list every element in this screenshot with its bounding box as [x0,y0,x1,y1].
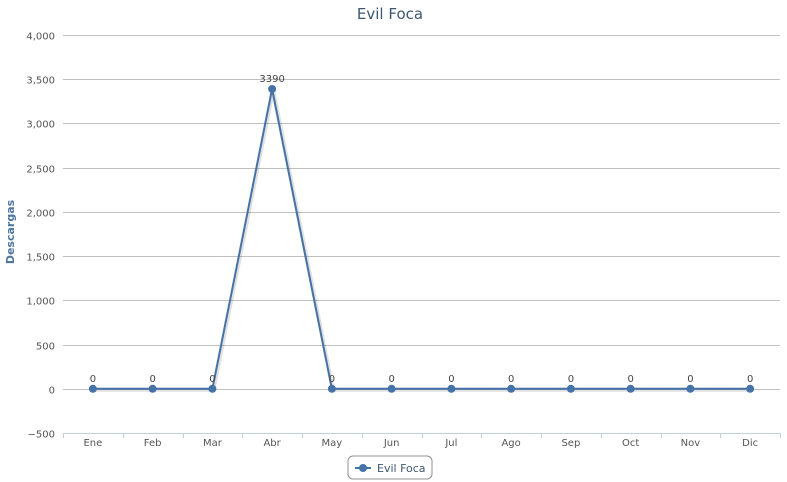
series-line[interactable] [92,88,751,390]
data-point[interactable] [88,384,97,393]
data-label: 0 [209,374,215,385]
x-tick-label: Dic [742,438,758,449]
data-labels: 0 0 0 3390 0 0 0 0 0 0 0 0 [90,74,754,385]
x-tick-label: Ene [83,438,102,449]
data-point[interactable] [686,384,695,393]
x-tick-label: Jul [444,438,457,449]
y-tick-label: 2,000 [26,209,55,220]
x-tick-label: Jun [383,438,400,449]
y-axis-label: Descargas [4,199,17,264]
y-tick-label: 4,000 [26,32,55,43]
y-tick-label: 2,500 [26,165,55,176]
x-tick-label: Sep [561,438,580,449]
data-point[interactable] [208,384,217,393]
data-label: 0 [448,374,454,385]
data-label: 0 [687,374,693,385]
legend[interactable]: Evil Foca [347,455,433,480]
x-axis: Ene Feb Mar Abr May Jun Jul Ago Sep Oct Nov Dic [63,433,781,449]
data-point[interactable] [268,84,277,93]
data-point[interactable] [746,384,755,393]
x-tick-label: May [322,438,343,449]
y-tick-label: 3,000 [26,120,55,131]
series-evil-foca[interactable] [88,84,755,393]
series-shadow [93,89,752,392]
data-point[interactable] [447,384,456,393]
y-tick-label: 1,500 [26,253,55,264]
data-label: 0 [747,374,753,385]
data-point[interactable] [566,384,575,393]
data-point[interactable] [148,384,157,393]
data-label: 0 [149,374,155,385]
grid [63,35,780,434]
data-point[interactable] [626,384,635,393]
y-axis-ticks: −500 0 500 1,000 1,500 2,000 2,500 3,000 3,500 4,… [26,32,55,441]
legend-marker-icon [359,464,367,472]
x-tick-label: Abr [263,438,281,449]
data-point[interactable] [387,384,396,393]
y-tick-label: 0 [49,386,55,397]
y-tick-label: 3,500 [26,76,55,87]
data-label: 3390 [259,74,284,85]
x-tick-label: Mar [203,438,223,449]
legend-box [347,455,433,480]
data-label: 0 [627,374,633,385]
x-tick-label: Nov [681,438,701,449]
legend-item-evil-foca[interactable]: Evil Foca [377,462,426,475]
data-point[interactable] [507,384,516,393]
y-tick-label: 1,000 [26,297,55,308]
x-tick-label: Ago [501,438,520,449]
x-tick-label: Feb [144,438,162,449]
y-tick-label: −500 [28,430,55,441]
data-point[interactable] [327,384,336,393]
data-label: 0 [508,374,514,385]
data-label: 0 [90,374,96,385]
data-label: 0 [329,374,335,385]
data-label: 0 [388,374,394,385]
x-tick-label: Oct [622,438,639,449]
chart-title: Evil Foca [357,5,423,23]
data-label: 0 [568,374,574,385]
y-tick-label: 500 [36,342,55,353]
